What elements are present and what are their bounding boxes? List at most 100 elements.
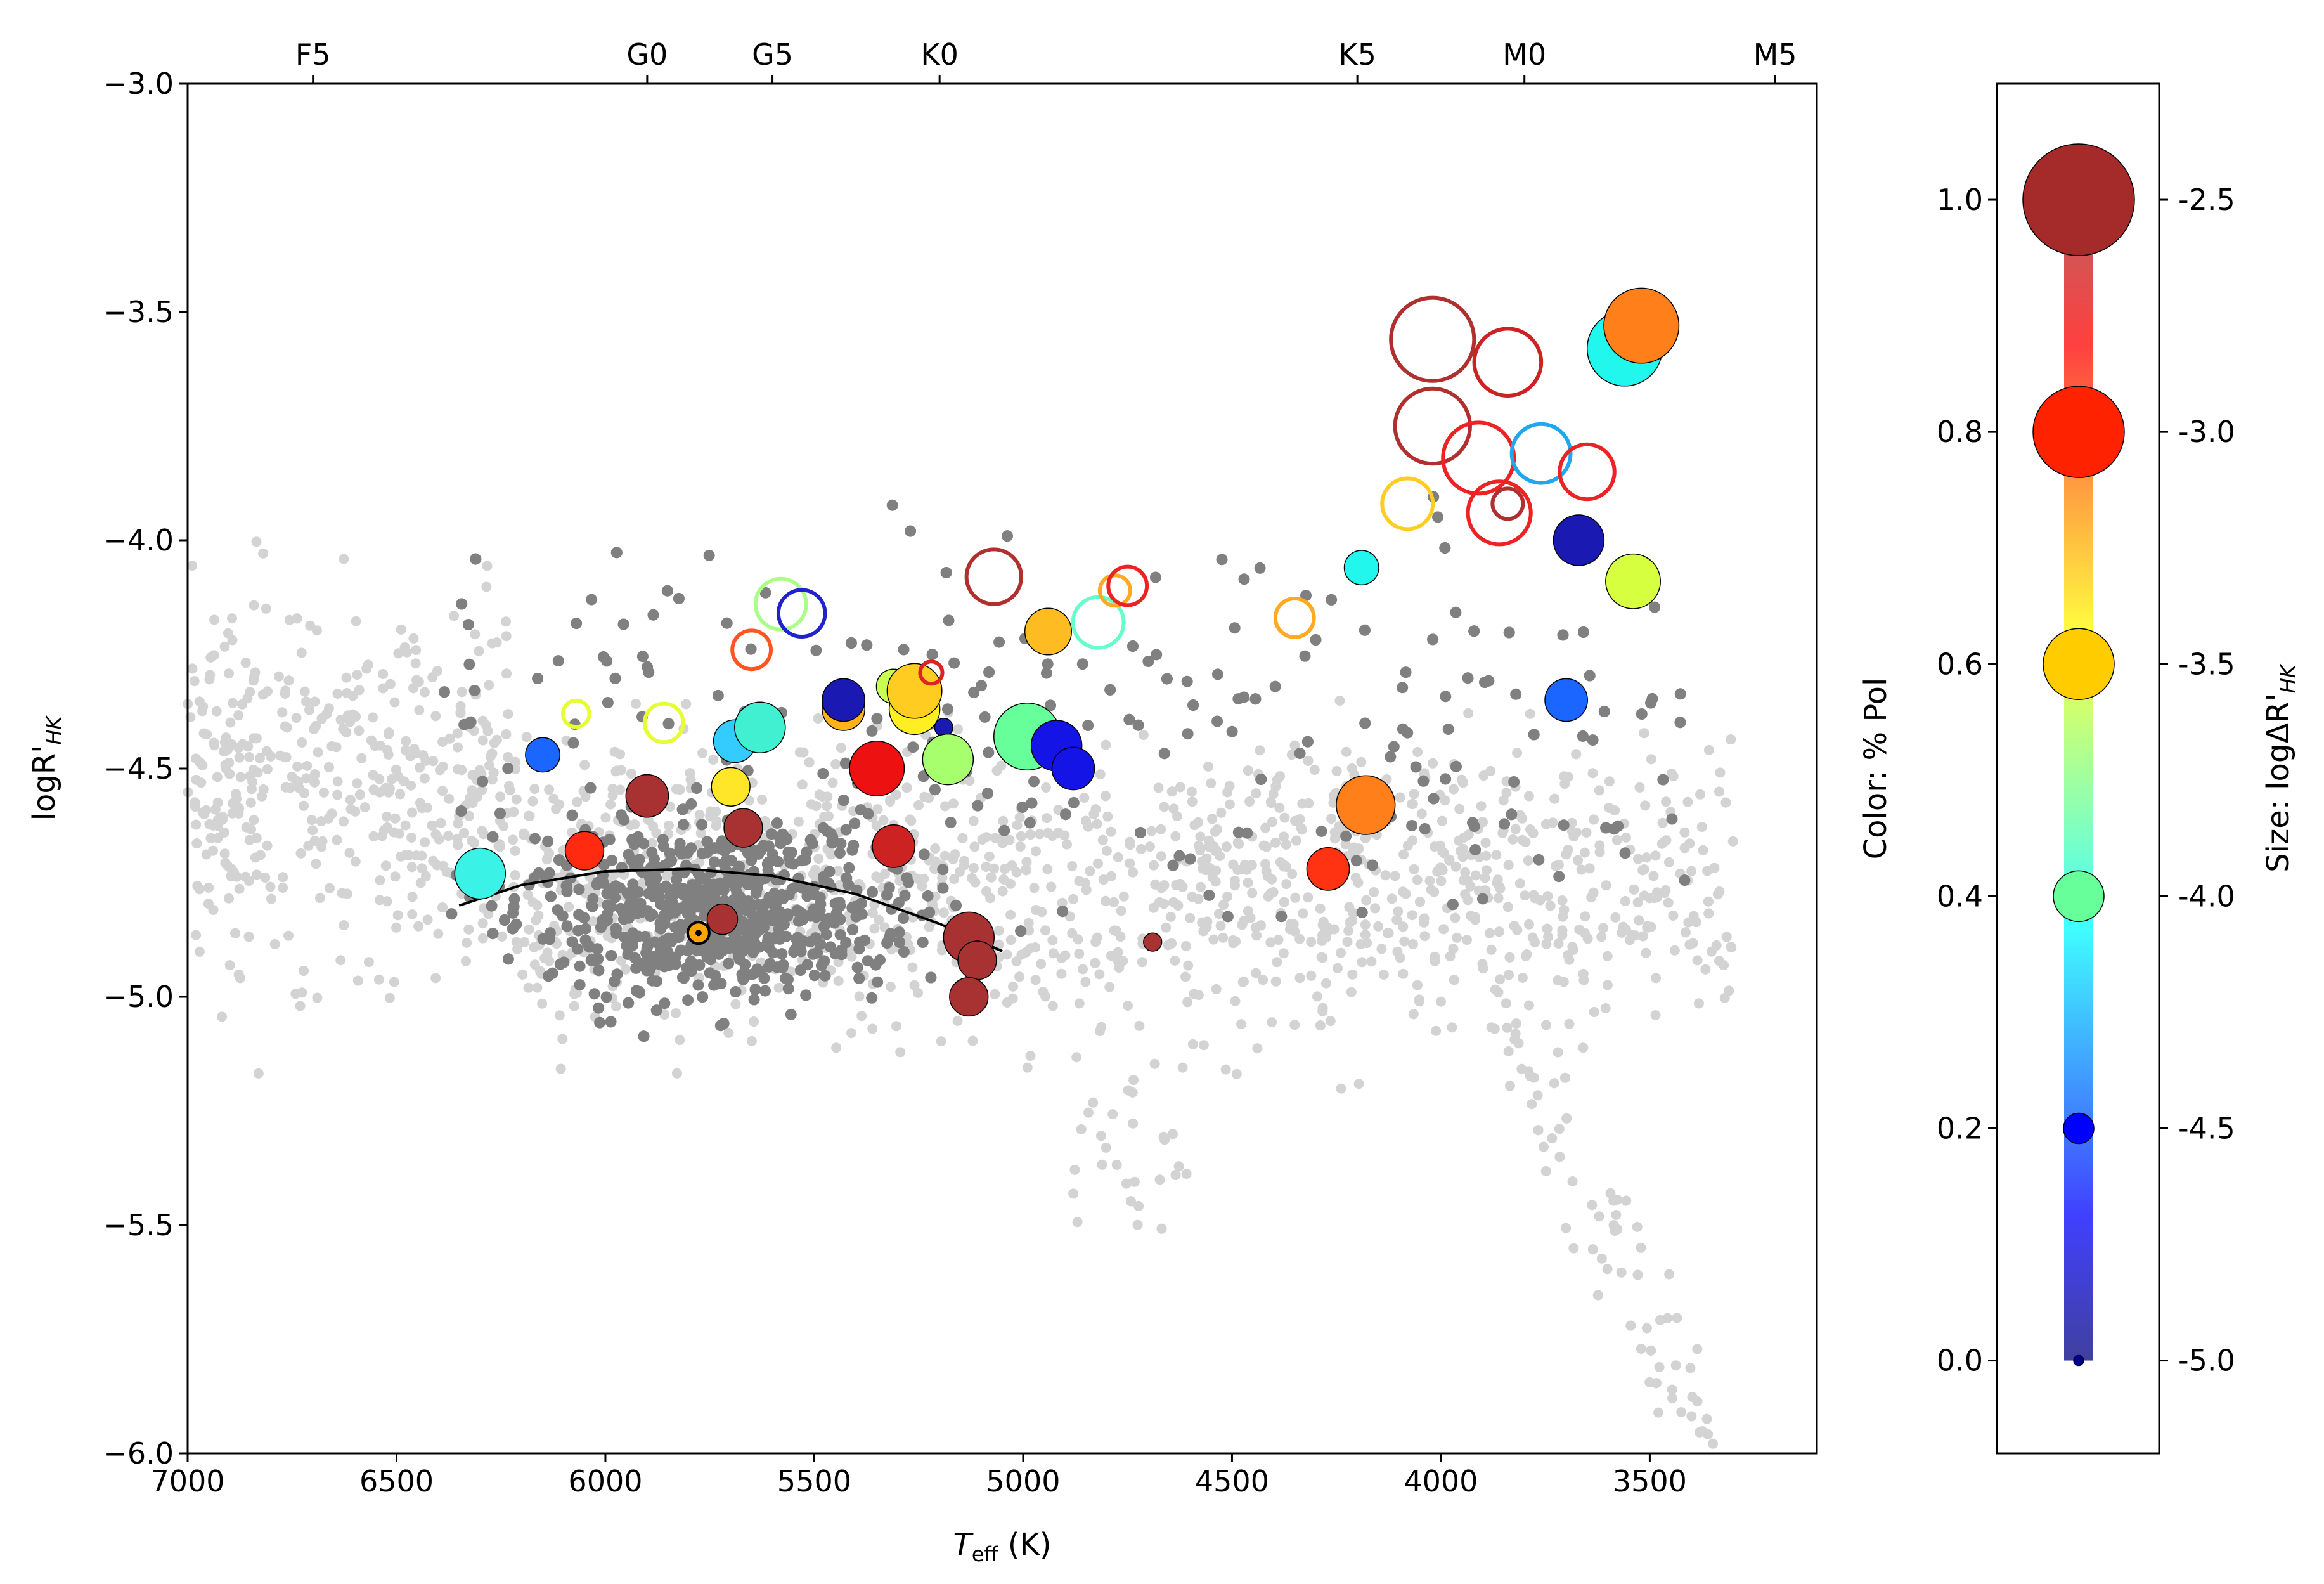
background-star xyxy=(1343,925,1354,936)
y-tick-label: −3.0 xyxy=(103,67,174,101)
background-star xyxy=(1092,819,1102,829)
background-star xyxy=(455,708,466,718)
background-star xyxy=(1211,865,1222,876)
open-star-marker xyxy=(561,698,591,729)
background-star xyxy=(1596,932,1607,942)
background-star xyxy=(1554,1124,1565,1134)
background-star xyxy=(1261,841,1272,852)
background-star xyxy=(1400,888,1411,899)
sample-star xyxy=(642,940,653,952)
background-star xyxy=(292,613,302,624)
background-star xyxy=(757,795,768,805)
sample-star xyxy=(487,831,499,843)
sample-star xyxy=(1397,723,1409,735)
background-star xyxy=(1685,1363,1696,1373)
sample-star xyxy=(1577,730,1589,742)
spectral-tick-label: M0 xyxy=(1502,37,1546,72)
background-star xyxy=(249,815,259,826)
sample-star xyxy=(557,910,569,922)
sample-star xyxy=(843,862,855,874)
background-star xyxy=(1447,1022,1457,1033)
sample-star xyxy=(439,686,450,698)
sample-star xyxy=(701,942,713,954)
sample-star xyxy=(1002,530,1013,542)
sample-star xyxy=(1350,855,1362,867)
x-tick-label: 4000 xyxy=(1404,1464,1478,1498)
sample-star xyxy=(1417,775,1430,787)
sample-star xyxy=(870,959,882,971)
background-star xyxy=(948,798,959,809)
colorbar-pol-tick-label: 0.2 xyxy=(1937,1111,1983,1145)
background-star xyxy=(1317,935,1327,946)
sample-star xyxy=(748,994,760,1006)
background-star xyxy=(1549,793,1560,804)
background-star xyxy=(389,977,399,987)
sample-star xyxy=(623,997,635,1009)
background-star xyxy=(1109,925,1120,936)
open-star-marker xyxy=(1441,420,1516,496)
background-star xyxy=(311,859,321,869)
background-star xyxy=(245,687,255,698)
background-star xyxy=(1503,1046,1514,1056)
background-star xyxy=(433,928,444,939)
sample-star xyxy=(654,959,666,971)
background-star xyxy=(257,791,268,802)
background-star xyxy=(1632,897,1643,908)
background-star xyxy=(477,785,487,795)
sample-star xyxy=(817,767,829,779)
background-star xyxy=(1331,766,1342,776)
sample-star xyxy=(667,884,679,896)
background-star xyxy=(261,603,271,614)
background-star xyxy=(1173,1161,1184,1172)
colorbar-pol-tick-label: 0.6 xyxy=(1937,647,1983,681)
background-star xyxy=(1180,971,1191,982)
background-star xyxy=(1154,1174,1165,1185)
background-star xyxy=(1594,785,1604,796)
sample-star xyxy=(1468,625,1480,637)
background-star xyxy=(1251,968,1262,978)
sample-star xyxy=(1123,713,1135,725)
background-star xyxy=(929,864,940,874)
background-star xyxy=(1244,796,1255,807)
background-star xyxy=(1564,954,1575,965)
background-star xyxy=(1366,956,1377,967)
background-star xyxy=(1266,798,1277,808)
background-star xyxy=(524,924,534,935)
open-star-marker xyxy=(1490,486,1525,521)
background-star xyxy=(411,675,422,685)
background-star xyxy=(1213,909,1224,919)
background-star xyxy=(339,920,349,930)
sample-star xyxy=(470,553,482,565)
background-star xyxy=(555,1063,566,1074)
background-star xyxy=(191,753,201,764)
sample-star xyxy=(715,978,727,990)
background-star xyxy=(428,756,439,767)
sample-star xyxy=(1161,673,1173,685)
background-star xyxy=(368,831,379,841)
background-star xyxy=(984,851,995,862)
background-star xyxy=(1641,1323,1652,1334)
background-star xyxy=(1090,804,1101,815)
sample-star xyxy=(785,1008,797,1020)
background-star xyxy=(1478,817,1488,828)
background-star xyxy=(924,921,934,932)
sample-star xyxy=(546,967,558,979)
background-star xyxy=(1703,1429,1714,1439)
background-star xyxy=(527,897,538,907)
background-star xyxy=(1094,969,1105,980)
background-star xyxy=(1641,947,1651,958)
sample-star xyxy=(1440,773,1452,785)
sample-star xyxy=(1232,826,1244,838)
background-star xyxy=(465,793,475,803)
background-star xyxy=(218,746,229,756)
sample-star xyxy=(775,838,787,849)
background-star xyxy=(233,808,244,819)
background-star xyxy=(1347,969,1358,980)
background-star xyxy=(1634,782,1645,793)
background-star xyxy=(296,647,307,658)
background-star xyxy=(341,672,352,683)
background-star xyxy=(1158,1131,1169,1142)
sample-star xyxy=(979,711,991,723)
background-star xyxy=(219,848,230,859)
background-star xyxy=(280,721,290,732)
